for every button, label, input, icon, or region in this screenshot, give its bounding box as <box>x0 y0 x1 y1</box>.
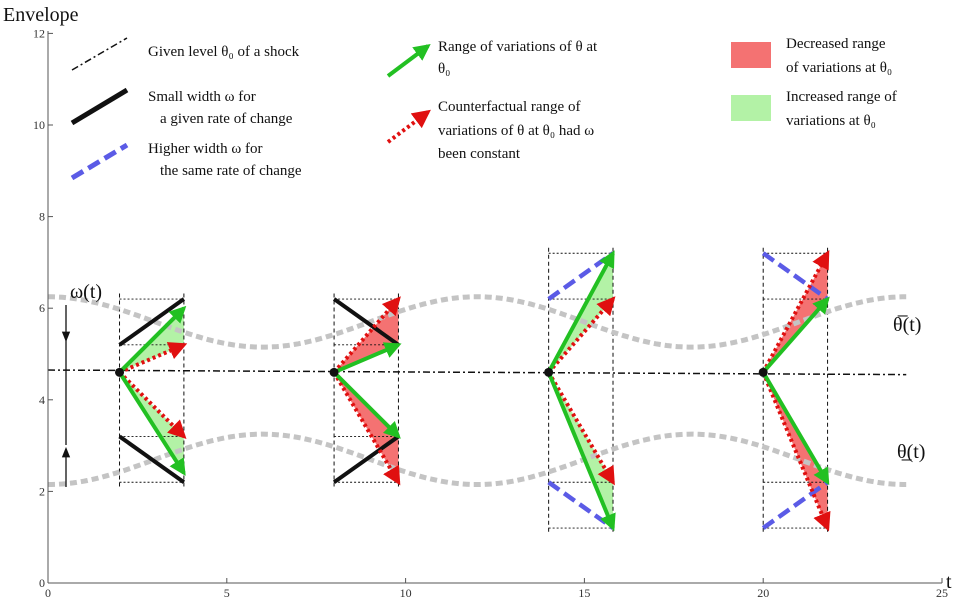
x-tick-label: 20 <box>757 586 769 600</box>
y-tick-label: 6 <box>39 301 45 315</box>
guide-lines <box>119 247 829 534</box>
upper-envelope-label: θ̅(t) <box>893 314 921 336</box>
x-axis-label: t <box>946 571 952 593</box>
range-arrow-up <box>118 305 187 374</box>
counterfactual-arrow-up <box>547 296 616 374</box>
legend-swatch-small-width <box>70 87 129 126</box>
x-tick-label: 5 <box>224 586 230 600</box>
x-tick-label: 10 <box>400 586 412 600</box>
y-axis-label: Envelope <box>3 4 79 26</box>
range-arrow-down <box>117 371 186 476</box>
x-tick-label: 0 <box>45 586 51 600</box>
range-fills <box>119 253 828 529</box>
legend-counterfactual: Counterfactual range of variations of θ … <box>438 99 598 162</box>
lower-envelope-label: θ̲(t) <box>897 441 925 463</box>
legend-higher-width: Higher width ω for the same rate of chan… <box>148 141 302 179</box>
lower-width-segment <box>332 434 400 484</box>
legend-swatch-counterfactual <box>386 109 431 144</box>
range-arrow-down <box>761 371 830 486</box>
y-tick-label: 8 <box>39 210 45 224</box>
range-arrow-down <box>332 370 401 439</box>
legend-small-width: Small width ω for a given rate of change <box>148 89 293 127</box>
legend-swatch-range <box>386 43 431 78</box>
y-tick-label: 4 <box>39 393 45 407</box>
y-tick-label: 10 <box>33 118 45 132</box>
lower-envelope-curve <box>48 431 907 487</box>
omega-annotation: ω(t) <box>61 281 102 487</box>
shock-points <box>115 367 768 377</box>
upper-width-segment <box>332 297 400 347</box>
variation-arrows <box>117 250 831 532</box>
legend-decreased: Decreased range of variations at θ₀ <box>786 36 892 76</box>
shock-point <box>115 367 125 377</box>
shock-point <box>544 367 554 377</box>
counterfactual-arrow-up <box>332 296 401 374</box>
y-tick-label: 2 <box>39 484 45 498</box>
legend-swatch-given-level <box>71 37 128 71</box>
range-arrow-up <box>333 342 402 375</box>
legend-swatch-increased <box>731 95 771 121</box>
y-ticks: 0 2 4 6 8 10 12 <box>33 26 53 590</box>
range-arrow-up <box>761 296 830 374</box>
y-tick-label: 0 <box>39 576 45 590</box>
legend: Given level θ₀ of a shock Small width ω … <box>70 36 901 181</box>
theta0-level-line <box>47 369 907 376</box>
legend-swatch-higher-width <box>70 142 129 181</box>
envelope-curves <box>48 294 907 487</box>
x-tick-label: 25 <box>936 586 948 600</box>
range-arrow-down <box>546 371 616 532</box>
counterfactual-arrow-up <box>761 250 830 374</box>
omega-label: ω(t) <box>70 281 102 303</box>
counterfactual-arrow-down <box>761 371 831 532</box>
range-arrow-up <box>546 250 615 374</box>
x-ticks: 0 5 10 15 20 25 <box>45 578 948 600</box>
x-tick-label: 15 <box>578 586 590 600</box>
lower-width-segment <box>761 480 829 530</box>
given-level-line <box>47 369 907 376</box>
legend-range: Range of variations of θ at θ₀ <box>438 39 601 77</box>
shock-point <box>758 367 768 377</box>
width-segments <box>118 251 829 530</box>
y-tick-label: 12 <box>33 26 45 40</box>
upper-envelope-curve <box>48 294 907 350</box>
axes: 0 5 10 15 20 25 0 2 4 6 8 10 12 Envelope t <box>3 4 952 600</box>
legend-swatch-decreased <box>731 42 771 68</box>
legend-increased: Increased range of variations at θ₀ <box>786 89 901 129</box>
shock-point <box>329 367 339 377</box>
legend-given-level: Given level θ₀ of a shock <box>148 44 300 60</box>
upper-width-segment <box>761 251 829 301</box>
